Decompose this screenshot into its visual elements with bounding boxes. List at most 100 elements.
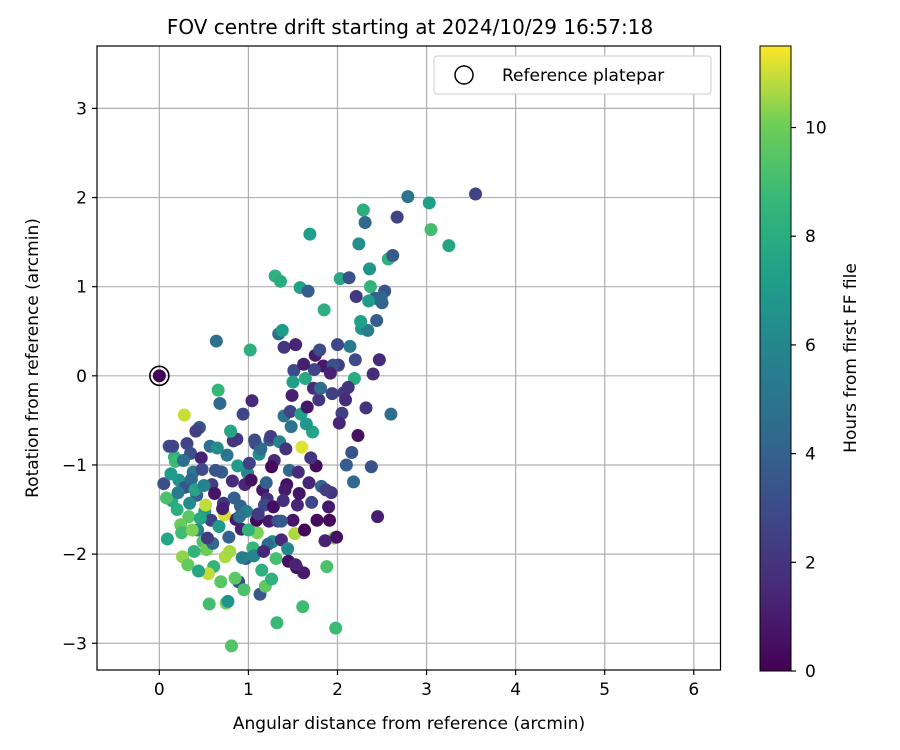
data-point <box>244 473 258 487</box>
data-point <box>187 544 201 558</box>
data-point <box>201 567 215 581</box>
data-point <box>235 551 249 565</box>
data-point <box>223 544 237 558</box>
data-point <box>322 513 336 527</box>
data-point <box>301 284 315 298</box>
x-tick-label: 3 <box>421 680 432 700</box>
data-point <box>347 475 361 489</box>
data-point <box>362 294 376 308</box>
data-point <box>275 323 289 337</box>
data-point <box>345 445 359 459</box>
data-point <box>251 507 265 521</box>
data-point <box>351 429 365 443</box>
data-point <box>322 500 336 514</box>
data-point <box>354 314 368 328</box>
data-point <box>220 448 234 462</box>
data-point <box>292 486 306 500</box>
data-point <box>339 393 353 407</box>
plot-frame <box>96 45 722 671</box>
data-point <box>176 454 190 468</box>
data-point <box>323 366 337 380</box>
data-point <box>329 621 343 635</box>
data-point <box>166 439 180 453</box>
y-tick-label: −3 <box>62 634 87 654</box>
colorbar-tick-label: 8 <box>805 227 816 247</box>
data-point <box>208 486 222 500</box>
data-point <box>296 600 310 614</box>
data-point <box>248 433 262 447</box>
data-point <box>262 514 276 528</box>
data-point <box>330 338 344 352</box>
data-point <box>300 400 314 414</box>
data-point <box>285 388 299 402</box>
data-point <box>390 210 404 224</box>
data-point <box>343 339 357 353</box>
data-point <box>255 563 269 577</box>
data-point <box>358 216 372 230</box>
data-point <box>335 406 349 420</box>
data-point <box>160 532 174 546</box>
legend-marker <box>454 65 474 85</box>
data-point <box>298 523 312 537</box>
data-point <box>233 510 247 524</box>
data-point <box>189 424 203 438</box>
y-tick-label: 2 <box>76 189 87 209</box>
data-point <box>297 357 311 371</box>
data-point <box>442 239 456 253</box>
x-tick-label: 0 <box>154 680 165 700</box>
data-point <box>182 510 196 524</box>
data-point <box>298 372 312 386</box>
colorbar-tick-label: 6 <box>805 336 816 356</box>
data-point <box>195 462 209 476</box>
data-point <box>318 534 332 548</box>
data-point <box>259 476 273 490</box>
data-point <box>291 465 305 479</box>
reference-point <box>149 365 170 387</box>
x-tick-label: 1 <box>243 680 254 700</box>
data-point <box>305 495 319 509</box>
data-point <box>175 526 189 540</box>
data-point <box>273 274 287 288</box>
data-point <box>199 498 213 512</box>
x-tick-label: 4 <box>510 680 521 700</box>
data-point <box>302 476 316 490</box>
data-point <box>366 367 380 381</box>
data-point <box>194 451 208 465</box>
colorbar <box>759 45 792 672</box>
data-point <box>216 502 230 516</box>
data-point <box>361 323 375 337</box>
data-point <box>307 363 321 377</box>
data-point <box>210 441 224 455</box>
data-point <box>286 513 300 527</box>
data-point <box>209 334 223 348</box>
data-point <box>325 387 339 401</box>
colorbar-tick-label: 10 <box>805 119 827 139</box>
data-point <box>281 542 295 556</box>
data-point <box>247 549 261 563</box>
data-point <box>289 558 303 572</box>
y-tick-label: −1 <box>62 456 87 476</box>
colorbar-tick-label: 4 <box>805 445 816 465</box>
data-point <box>370 314 384 328</box>
legend-box <box>433 55 712 95</box>
data-point <box>200 531 214 545</box>
data-point <box>265 572 279 586</box>
y-tick-label: 3 <box>76 99 87 119</box>
x-axis-ticks: 0 1 2 3 4 5 6 <box>154 670 699 700</box>
data-point <box>192 564 206 578</box>
data-point <box>284 420 298 434</box>
data-point <box>359 401 373 415</box>
data-point <box>363 280 377 294</box>
data-point <box>266 500 280 514</box>
data-point <box>314 381 328 395</box>
data-point <box>364 460 378 474</box>
data-point <box>152 369 166 383</box>
colorbar-label: Hours from first FF file <box>841 263 861 453</box>
data-point <box>180 437 194 451</box>
data-point <box>257 544 271 558</box>
data-point <box>265 460 279 474</box>
data-point <box>242 456 256 470</box>
data-point <box>290 498 304 512</box>
data-point <box>159 491 173 505</box>
